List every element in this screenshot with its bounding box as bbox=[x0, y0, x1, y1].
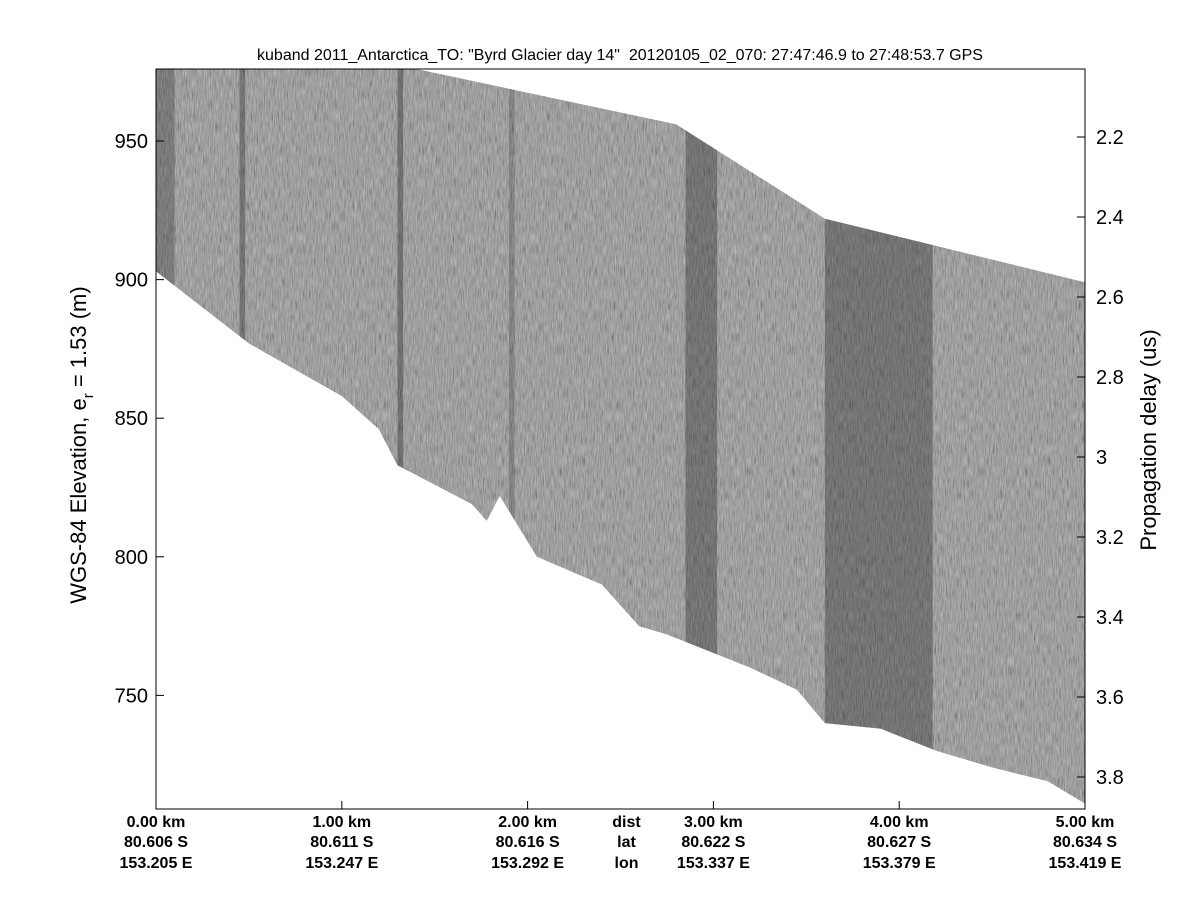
right-tick-label: 2.6 bbox=[1096, 287, 1124, 309]
right-axis-title: Propagation delay (us) bbox=[1136, 329, 1161, 550]
dark-band-5 bbox=[824, 69, 933, 804]
x-tick-dist-label: 5.00 km bbox=[1056, 814, 1115, 831]
x-tick-lat-label: 80.611 S bbox=[310, 834, 374, 851]
x-tick-lon-label: 153.337 E bbox=[677, 855, 750, 872]
right-axis-ticks: 2.2 2.4 2.6 2.8 3 3.2 3.4 3.6 3.8 bbox=[1077, 127, 1124, 789]
echogram-image bbox=[156, 69, 1085, 804]
right-tick-label: 2.4 bbox=[1096, 207, 1124, 229]
right-tick-label: 2.2 bbox=[1096, 127, 1124, 149]
right-tick-label: 3.4 bbox=[1096, 607, 1124, 629]
left-axis-title-subscript: r bbox=[80, 393, 97, 398]
right-tick-label: 3.2 bbox=[1096, 527, 1124, 549]
right-tick-label: 2.8 bbox=[1096, 367, 1124, 389]
x-tick-lat-label: 80.622 S bbox=[681, 834, 745, 851]
dark-band-3 bbox=[509, 69, 515, 804]
left-tick-label: 750 bbox=[115, 685, 148, 707]
left-axis-ticks: 750 800 850 900 950 bbox=[115, 131, 164, 707]
chart-title: kuband 2011_Antarctica_TO: "Byrd Glacier… bbox=[257, 47, 983, 64]
x-tick-dist-label: 4.00 km bbox=[870, 814, 929, 831]
dark-band-2 bbox=[397, 69, 404, 804]
dark-band-1 bbox=[239, 69, 246, 804]
right-tick-label: 3.6 bbox=[1096, 687, 1124, 709]
left-tick-label: 900 bbox=[115, 270, 148, 292]
x-tick-dist-label: 2.00 km bbox=[498, 814, 557, 831]
x-tick-dist-label: 3.00 km bbox=[684, 814, 743, 831]
x-tick-lon-label: 153.292 E bbox=[491, 855, 564, 872]
x-tick-lat-label: 80.627 S bbox=[867, 834, 931, 851]
x-tick-dist-label: 1.00 km bbox=[312, 814, 371, 831]
row-label-lat: lat bbox=[617, 834, 636, 851]
x-tick-lat-label: 80.634 S bbox=[1053, 834, 1117, 851]
x-tick-lon-label: 153.247 E bbox=[305, 855, 378, 872]
left-tick-label: 950 bbox=[115, 131, 148, 153]
x-tick-lon-label: 153.379 E bbox=[863, 855, 936, 872]
left-axis-title: WGS-84 Elevation, er = 1.53 (m) bbox=[66, 286, 97, 603]
x-tick-lat-label: 80.616 S bbox=[496, 834, 560, 851]
x-tick-dist-label: 0.00 km bbox=[127, 814, 186, 831]
dark-band-4 bbox=[685, 69, 718, 804]
left-axis-title-suffix: = 1.53 (m) bbox=[66, 286, 91, 393]
plot-frame bbox=[155, 68, 1086, 810]
left-tick-label: 850 bbox=[115, 408, 148, 430]
left-axis-title-prefix: WGS-84 Elevation, e bbox=[66, 398, 91, 603]
row-label-lon: lon bbox=[615, 855, 639, 872]
x-tick-lon-label: 153.419 E bbox=[1049, 855, 1122, 872]
bottom-axis-labels: 0.00 km 80.606 S 153.205 E 1.00 km 80.611 S 1… bbox=[120, 801, 1122, 872]
x-tick-lat-label: 80.606 S bbox=[124, 834, 188, 851]
left-tick-label: 800 bbox=[115, 547, 148, 569]
row-label-dist: dist bbox=[612, 814, 641, 831]
right-tick-label: 3.8 bbox=[1096, 767, 1124, 789]
right-tick-label: 3 bbox=[1096, 447, 1107, 469]
x-tick-lon-label: 153.205 E bbox=[120, 855, 193, 872]
dark-band-0 bbox=[156, 69, 175, 804]
echogram-speckle bbox=[156, 69, 1085, 804]
